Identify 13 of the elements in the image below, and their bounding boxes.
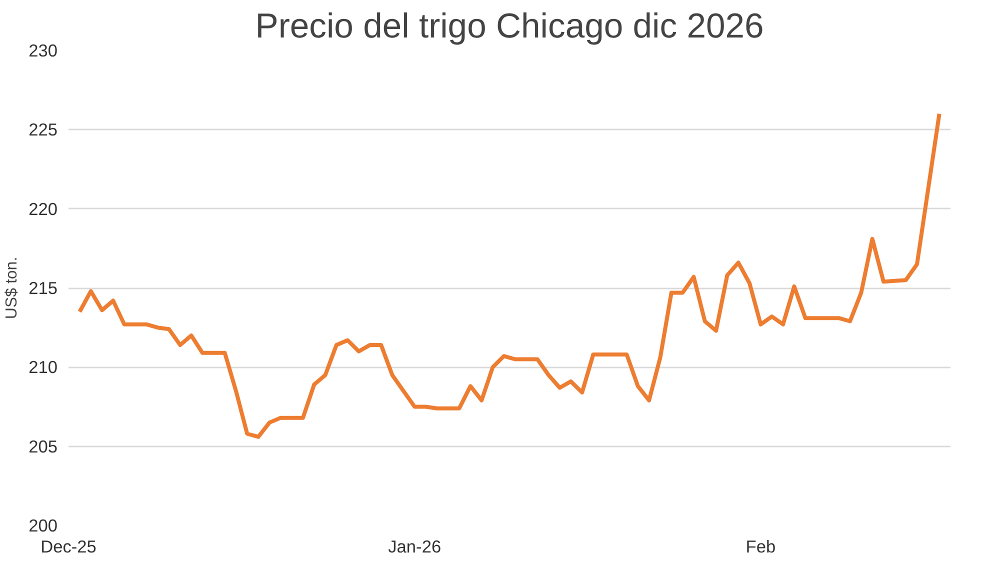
y-tick-label: 220 — [28, 198, 58, 219]
line-series — [78, 112, 942, 439]
y-tick-label: 230 — [28, 40, 58, 60]
x-tick-label: Feb — [746, 536, 776, 556]
x-tick-label: Dec-25 — [40, 536, 96, 556]
y-tick-label: 215 — [28, 278, 58, 298]
y-tick-label: 225 — [28, 120, 58, 140]
y-tick-label: 210 — [28, 357, 58, 378]
chart-title: Precio del trigo Chicago dic 2026 — [255, 8, 764, 46]
y-tick-label: 205 — [28, 436, 58, 456]
x-tick-label: Jan-26 — [388, 536, 442, 556]
y-tick-label: 200 — [28, 516, 58, 536]
y-axis-title: US$ ton. — [4, 256, 21, 320]
